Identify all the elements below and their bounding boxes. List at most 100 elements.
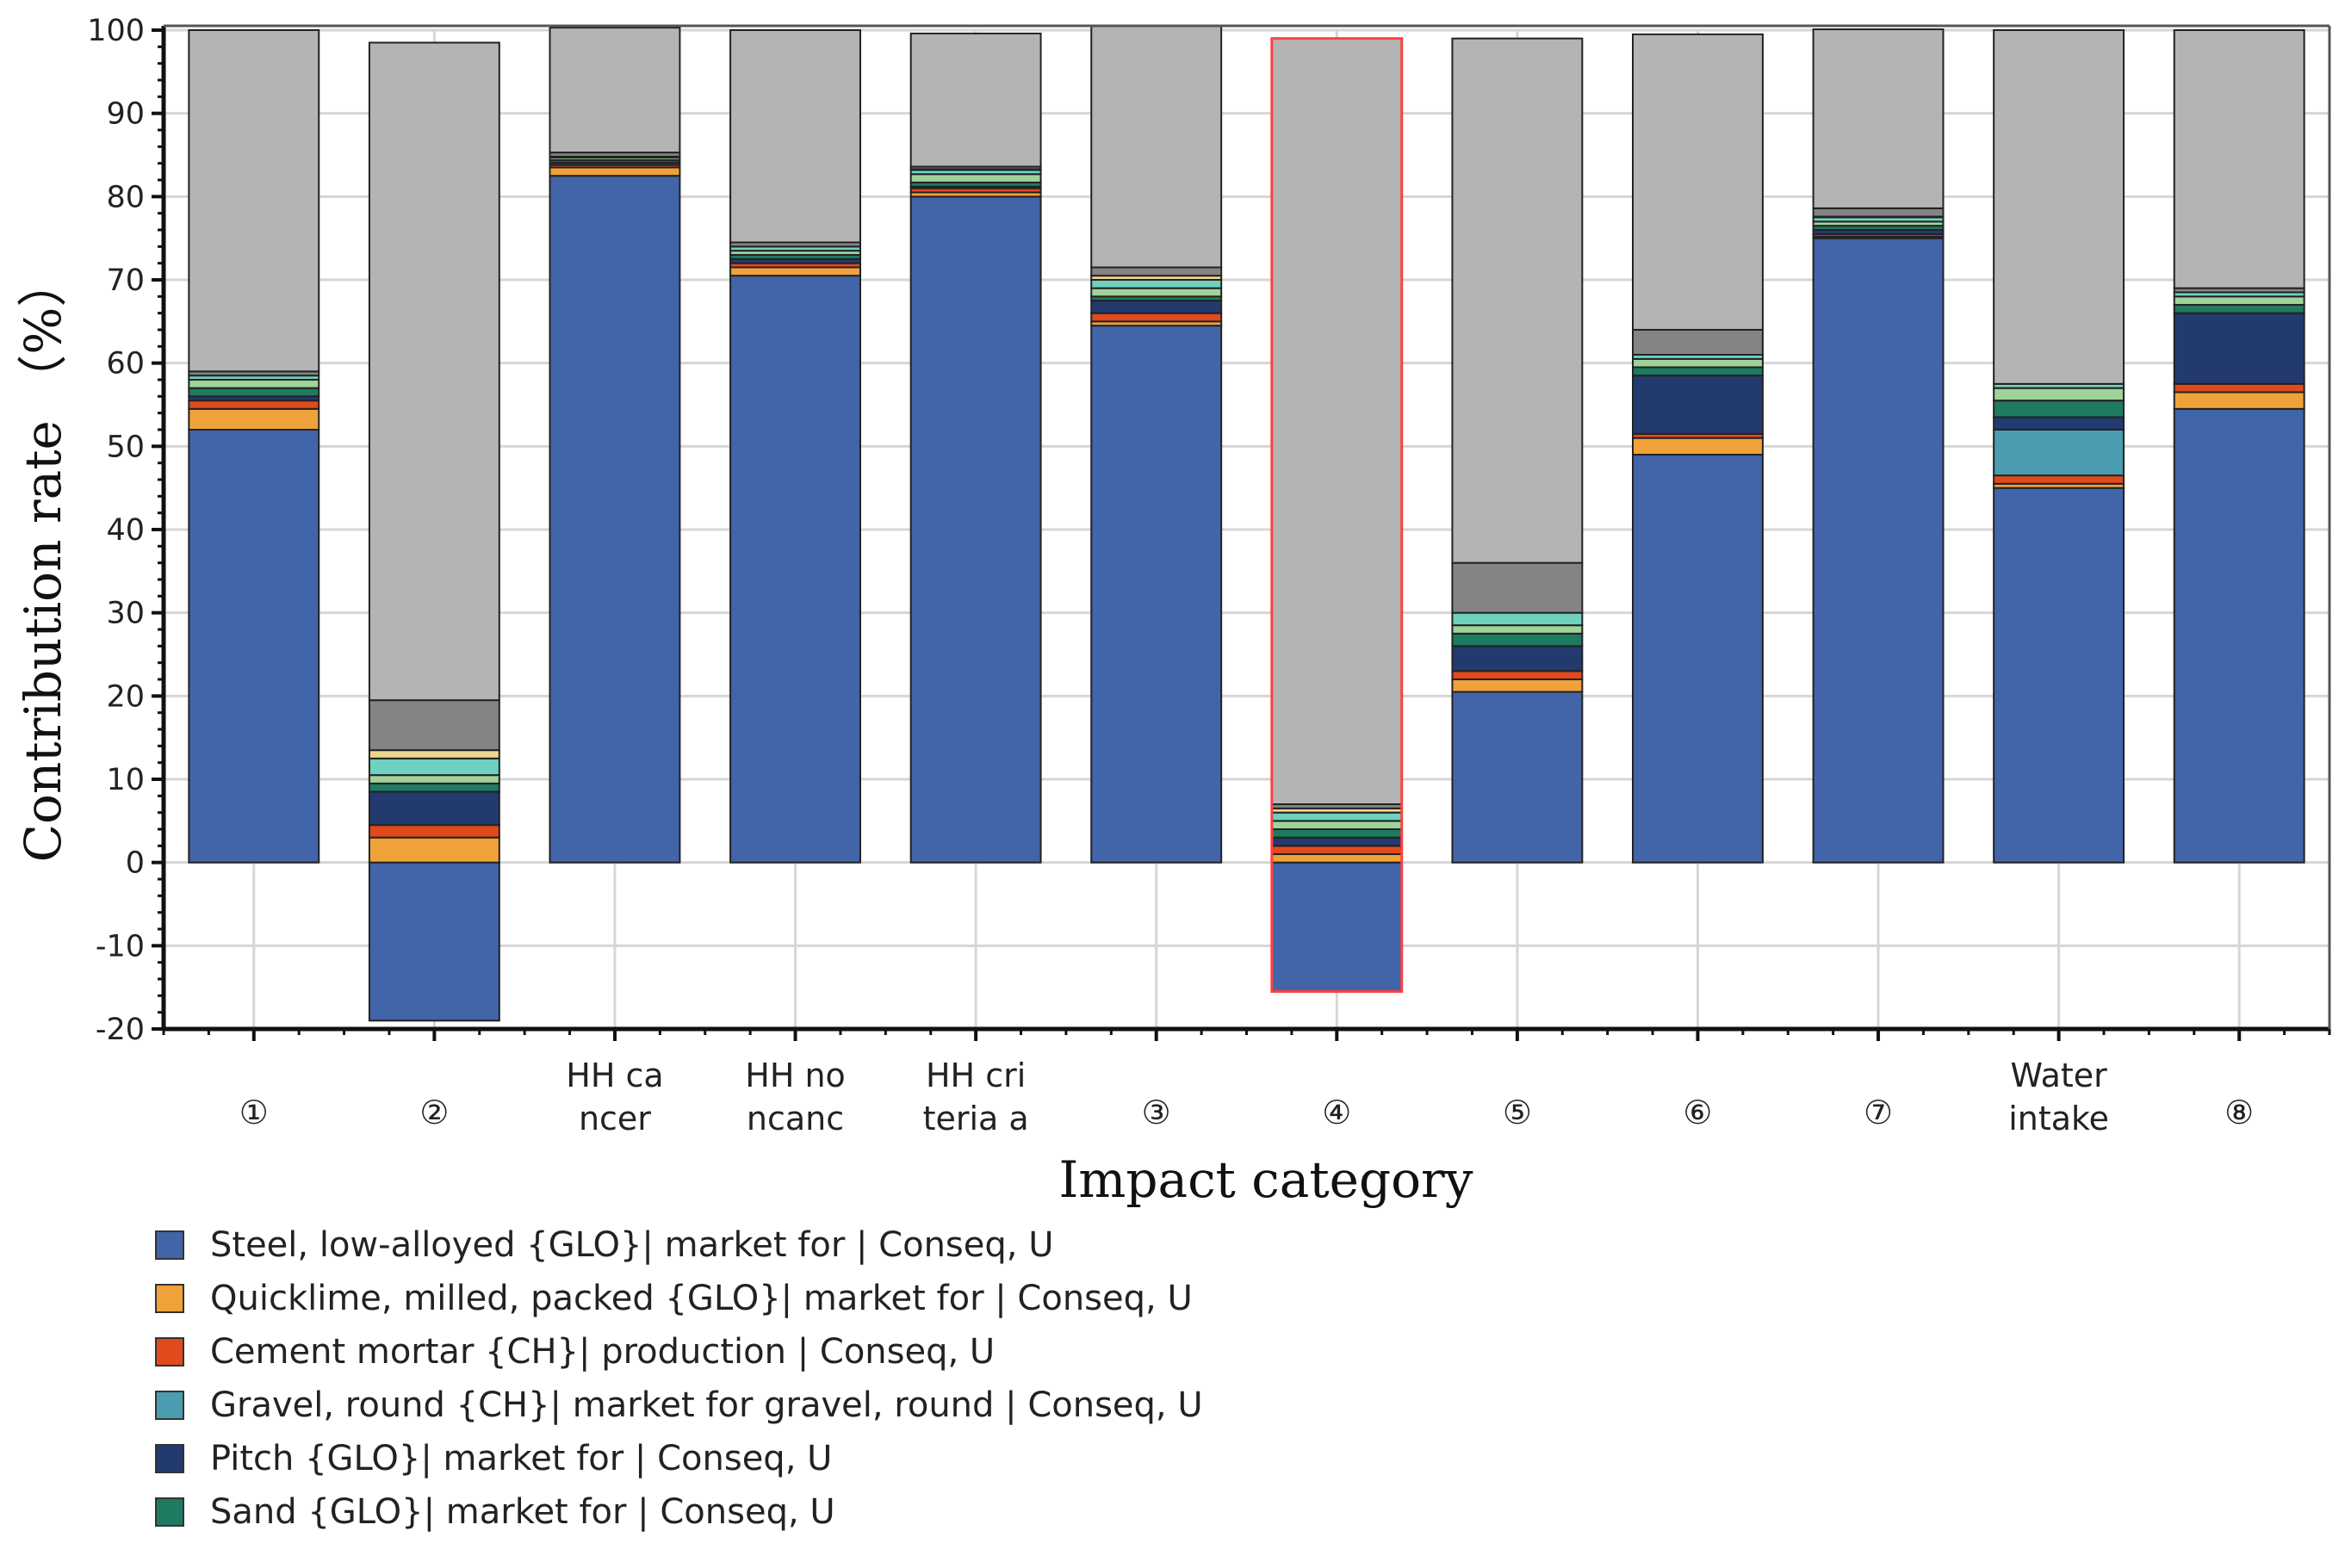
bar-segment: [188, 29, 320, 373]
bar-segment: [1090, 300, 1223, 314]
bar-segment: [1451, 679, 1584, 693]
x-tick-label: ①: [239, 1094, 269, 1131]
x-tick-label: HH ca ncer: [566, 1057, 663, 1137]
y-tick-label: 80: [106, 180, 145, 214]
bar-segment: [1632, 329, 1764, 356]
bar-segment: [1270, 836, 1403, 847]
legend-label: Pitch {GLO}| market for | Conseq, U: [210, 1439, 833, 1478]
bar-segment: [1632, 33, 1764, 331]
x-tick-label: ⑦: [1864, 1094, 1893, 1131]
y-tick-label: 100: [87, 14, 145, 48]
bar-segment: [1451, 645, 1584, 672]
bar-segment: [368, 699, 500, 752]
bar-segment: [2173, 407, 2305, 864]
bar-segment: [2173, 312, 2305, 385]
bar-segment: [368, 790, 500, 827]
bar-segment: [1090, 266, 1223, 277]
y-tick-label: -20: [96, 1013, 145, 1047]
bar-segment: [1632, 454, 1764, 864]
bar-segment: [909, 32, 1042, 168]
x-tick-label: HH no ncanc: [745, 1057, 846, 1137]
legend-swatch: [155, 1284, 184, 1313]
bar-segment: [2173, 382, 2305, 394]
y-tick-label: 20: [106, 679, 145, 714]
legend-item: Sand {GLO}| market for | Conseq, U: [155, 1485, 1203, 1539]
selected-bar-outline: [1270, 37, 1404, 994]
bar-segment: [1090, 279, 1223, 289]
x-tick-label: ⑤: [1503, 1094, 1532, 1131]
bar-segment: [1270, 828, 1403, 839]
bar-segment: [368, 836, 500, 864]
bars: [188, 25, 2305, 1022]
bar-segment: [368, 861, 500, 1022]
bar-segment: [1812, 237, 1945, 864]
bar-segment: [1270, 37, 1403, 805]
y-tick-label: 50: [106, 430, 145, 464]
legend-item: Quicklime, milled, packed {GLO}| market …: [155, 1272, 1203, 1325]
y-tick-label: 30: [106, 597, 145, 631]
bar-segment: [368, 41, 500, 702]
bar-segment: [1993, 487, 2125, 864]
bar-segment: [1993, 429, 2125, 477]
x-axis-title: Impact category: [1058, 1150, 1473, 1209]
legend-label: Quicklime, milled, packed {GLO}| market …: [210, 1279, 1193, 1318]
legend: Steel, low-alloyed {GLO}| market for | C…: [155, 1218, 1203, 1539]
x-axis-ticks: ① ② HH ca ncer HH no ncanc HH cri teria a ③ ④ ⑤ ⑥ ⑦ W…: [162, 1029, 2331, 1137]
bar-segment: [188, 379, 320, 389]
bar-segment: [1270, 861, 1403, 993]
y-tick-label: 70: [106, 263, 145, 298]
bar-segment: [1451, 37, 1584, 564]
bar-segment: [1451, 670, 1584, 680]
bar-segment: [1451, 691, 1584, 864]
bar-segment: [549, 175, 681, 864]
x-tick-label: ⑧: [2224, 1094, 2254, 1131]
bar-segment: [1451, 561, 1584, 614]
bar-segment: [1090, 25, 1223, 269]
x-tick-label: ④: [1322, 1094, 1351, 1131]
bar-segment: [1451, 624, 1584, 635]
bar-segment: [729, 266, 861, 277]
legend-item: Cement mortar {CH}| production | Conseq,…: [155, 1325, 1203, 1379]
bar-segment: [549, 27, 681, 154]
legend-swatch: [155, 1497, 184, 1527]
bar-segment: [1812, 28, 1945, 209]
bar-segment: [549, 166, 681, 177]
bar-segment: [1090, 287, 1223, 298]
bar-segment: [1090, 325, 1223, 864]
y-axis-title: Contribution rate （%）: [14, 257, 72, 863]
bar-segment: [729, 29, 861, 244]
bar-segment: [2173, 29, 2305, 289]
bar-segment: [1993, 29, 2125, 385]
bar-segment: [188, 429, 320, 864]
bar-segment: [1451, 632, 1584, 648]
bar-segment: [1993, 387, 2125, 402]
bar-segment: [1451, 611, 1584, 627]
bar-segment: [2173, 304, 2305, 314]
bar-segment: [2173, 391, 2305, 410]
y-tick-label: -10: [96, 929, 145, 964]
legend-label: Sand {GLO}| market for | Conseq, U: [210, 1492, 835, 1532]
x-tick-label: ⑥: [1683, 1094, 1712, 1131]
bar-segment: [1090, 312, 1223, 323]
x-tick-label: ②: [419, 1094, 449, 1131]
x-tick-label: HH cri teria a: [923, 1057, 1029, 1137]
bar-segment: [1270, 820, 1403, 830]
legend-swatch: [155, 1337, 184, 1367]
bar-segment: [1270, 811, 1403, 822]
bar-segment: [1993, 416, 2125, 431]
y-tick-label: 40: [106, 513, 145, 548]
legend-swatch: [155, 1391, 184, 1420]
bar-segment: [188, 407, 320, 431]
y-tick-label: 0: [126, 846, 145, 881]
y-tick-label: 10: [106, 763, 145, 797]
bar-segment: [368, 824, 500, 839]
bar-segment: [1993, 400, 2125, 418]
legend-label: Gravel, round {CH}| market for gravel, r…: [210, 1385, 1203, 1425]
legend-label: Cement mortar {CH}| production | Conseq,…: [210, 1332, 996, 1372]
bar-segment: [188, 387, 320, 398]
legend-item: Pitch {GLO}| market for | Conseq, U: [155, 1432, 1203, 1485]
bar-segment: [909, 173, 1042, 183]
bar-segment: [368, 774, 500, 784]
bar-segment: [1812, 207, 1945, 218]
